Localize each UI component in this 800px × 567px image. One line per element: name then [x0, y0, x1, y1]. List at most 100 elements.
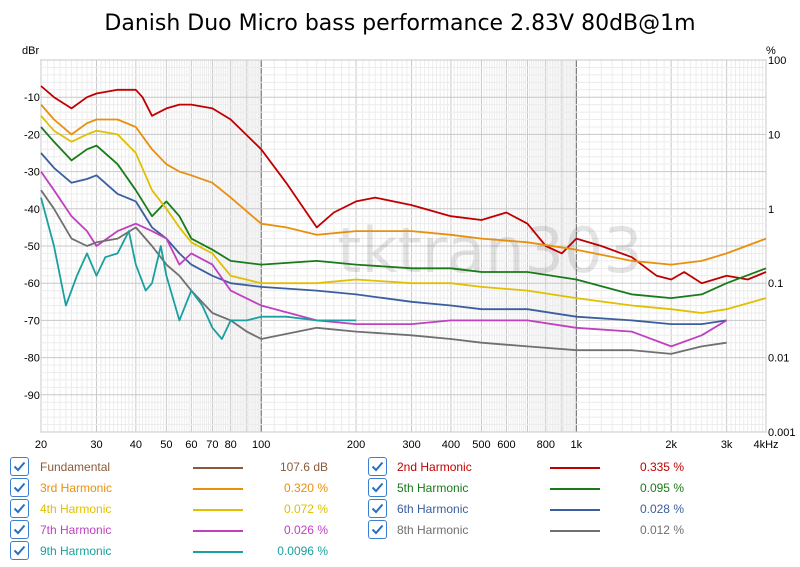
legend-swatch [550, 530, 600, 532]
legend-label: 5th Harmonic [397, 481, 469, 495]
right-axis-unit: % [766, 45, 776, 57]
y-tick-label-right: 0.1 [768, 278, 783, 290]
legend-label: 4th Harmonic [40, 502, 112, 516]
x-axis-ticks: 20 30 40 50 60 70 80 100 200 300 400 500 600 800 1k 2k 3… [35, 439, 779, 451]
check-icon [13, 545, 26, 556]
legend-value: 0.028 % [639, 502, 684, 516]
legend-value: 0.095 % [639, 481, 684, 495]
y-tick-label-right: 10 [768, 129, 780, 141]
series-line-4th-harmonic [40, 115, 767, 314]
legend-value: 0.335 % [639, 460, 684, 474]
legend-value: 0.0096 % [277, 544, 328, 558]
legend-label: 3rd Harmonic [40, 481, 113, 495]
series-line-6th-harmonic [40, 152, 727, 326]
legend-label: 2nd Harmonic [397, 460, 472, 474]
legend-checkbox[interactable] [368, 478, 387, 497]
legend-item[interactable]: 3rd Harmonic 0.320 % [0, 477, 800, 498]
y-tick-label-left: -30 [24, 167, 40, 179]
legend-label: 6th Harmonic [397, 502, 469, 516]
check-icon [13, 524, 26, 535]
check-icon [13, 461, 26, 472]
x-tick-label: 800 [537, 439, 555, 451]
x-tick-label: 400 [442, 439, 460, 451]
legend-item[interactable]: 8th Harmonic 0.012 % [0, 519, 800, 540]
legend-item[interactable]: 9th Harmonic 0.0096 % [0, 540, 800, 561]
series-line-7th-harmonic [40, 171, 728, 348]
y-tick-label-right: 0.001 [768, 427, 796, 439]
legend-swatch [550, 488, 600, 490]
y-tick-label-left: -10 [24, 92, 40, 104]
legend-swatch [193, 488, 243, 490]
y-axis-ticks: -10 -20 -30 -40 -50 -60 -70 -80 -90 100 10 1 0.1 0.01… [24, 55, 796, 439]
y-tick-label-left: -60 [24, 278, 40, 290]
plot-grid [40, 59, 767, 433]
check-icon [371, 503, 384, 514]
legend-value: 0.320 % [283, 481, 328, 495]
y-tick-label-left: -80 [24, 353, 40, 365]
legend-label: 9th Harmonic [40, 544, 112, 558]
x-tick-label: 600 [497, 439, 515, 451]
legend-item[interactable]: 5th Harmonic 0.095 % [0, 477, 800, 498]
legend-checkbox[interactable] [10, 541, 29, 560]
x-tick-label: 100 [252, 439, 270, 451]
legend-item[interactable]: 7th Harmonic 0.026 % [0, 519, 800, 540]
legend-swatch [193, 551, 243, 553]
legend-item[interactable]: Fundamental 107.6 dB [0, 456, 800, 477]
legend-checkbox[interactable] [368, 457, 387, 476]
y-tick-label-left: -20 [24, 129, 40, 141]
series-line-5th-harmonic [40, 126, 767, 300]
legend-checkbox[interactable] [368, 520, 387, 539]
x-tick-label: 80 [225, 439, 237, 451]
legend-checkbox[interactable] [10, 499, 29, 518]
x-tick-label: 1k [570, 439, 582, 451]
legend-item[interactable]: 4th Harmonic 0.072 % [0, 498, 800, 519]
legend-item[interactable]: 2nd Harmonic 0.335 % [0, 456, 800, 477]
legend-checkbox[interactable] [10, 520, 29, 539]
x-tick-label: 3k [721, 439, 733, 451]
chart-title: Danish Duo Micro bass performance 2.83V … [104, 11, 695, 36]
x-tick-label: 60 [185, 439, 197, 451]
series-line-2nd-harmonic [40, 85, 767, 285]
series-lines [40, 85, 767, 355]
x-tick-label: 200 [347, 439, 365, 451]
legend-value: 107.6 dB [279, 460, 328, 474]
y-tick-label-left: -50 [24, 241, 40, 253]
x-tick-label: 20 [35, 439, 47, 451]
y-tick-label-left: -40 [24, 204, 40, 216]
legend-item[interactable]: 6th Harmonic 0.028 % [0, 498, 800, 519]
legend-checkbox[interactable] [10, 457, 29, 476]
x-tick-label: 70 [206, 439, 218, 451]
legend-label: Fundamental [40, 460, 111, 474]
series-line-9th-harmonic [40, 197, 357, 340]
y-tick-label-right: 1 [768, 204, 774, 216]
x-tick-label: 30 [90, 439, 102, 451]
check-icon [13, 503, 26, 514]
check-icon [371, 482, 384, 493]
legend-value: 0.026 % [283, 523, 328, 537]
check-icon [371, 524, 384, 535]
legend: Fundamental 107.6 dB 2nd Harmonic 0.335 % 3r… [0, 454, 800, 567]
x-tick-label: 40 [130, 439, 142, 451]
y-tick-label-left: -90 [24, 390, 40, 402]
x-tick-label: 300 [402, 439, 420, 451]
legend-swatch [550, 509, 600, 511]
legend-value: 0.012 % [639, 523, 684, 537]
y-tick-label-right: 100 [768, 55, 786, 67]
legend-checkbox[interactable] [368, 499, 387, 518]
legend-checkbox[interactable] [10, 478, 29, 497]
check-icon [13, 482, 26, 493]
legend-label: 8th Harmonic [397, 523, 469, 537]
series-line-3rd-harmonic [40, 104, 767, 266]
legend-swatch [193, 530, 243, 532]
watermark: tktran303 [337, 214, 643, 287]
left-axis-unit: dBr [22, 45, 39, 57]
legend-swatch [193, 509, 243, 511]
y-tick-label-left: -70 [24, 315, 40, 327]
legend-value: 0.072 % [283, 502, 328, 516]
legend-swatch [193, 467, 243, 469]
legend-label: 7th Harmonic [40, 523, 112, 537]
legend-swatch [550, 467, 600, 469]
check-icon [371, 461, 384, 472]
x-tick-label: 4kHz [753, 439, 778, 451]
